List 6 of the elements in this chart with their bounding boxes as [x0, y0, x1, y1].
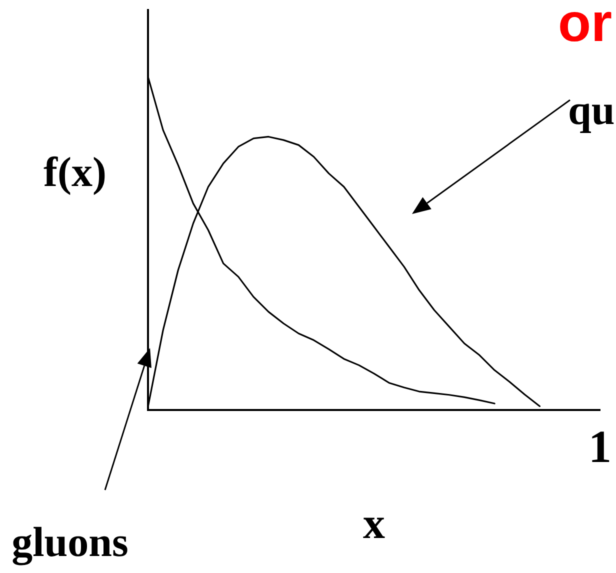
x-axis-title: x [363, 498, 385, 548]
y-axis-title: f(x) [44, 150, 106, 196]
text: qu [568, 88, 615, 134]
text: gluons [12, 520, 128, 566]
chart-title: or [558, 0, 612, 53]
text: 1 [588, 421, 612, 472]
